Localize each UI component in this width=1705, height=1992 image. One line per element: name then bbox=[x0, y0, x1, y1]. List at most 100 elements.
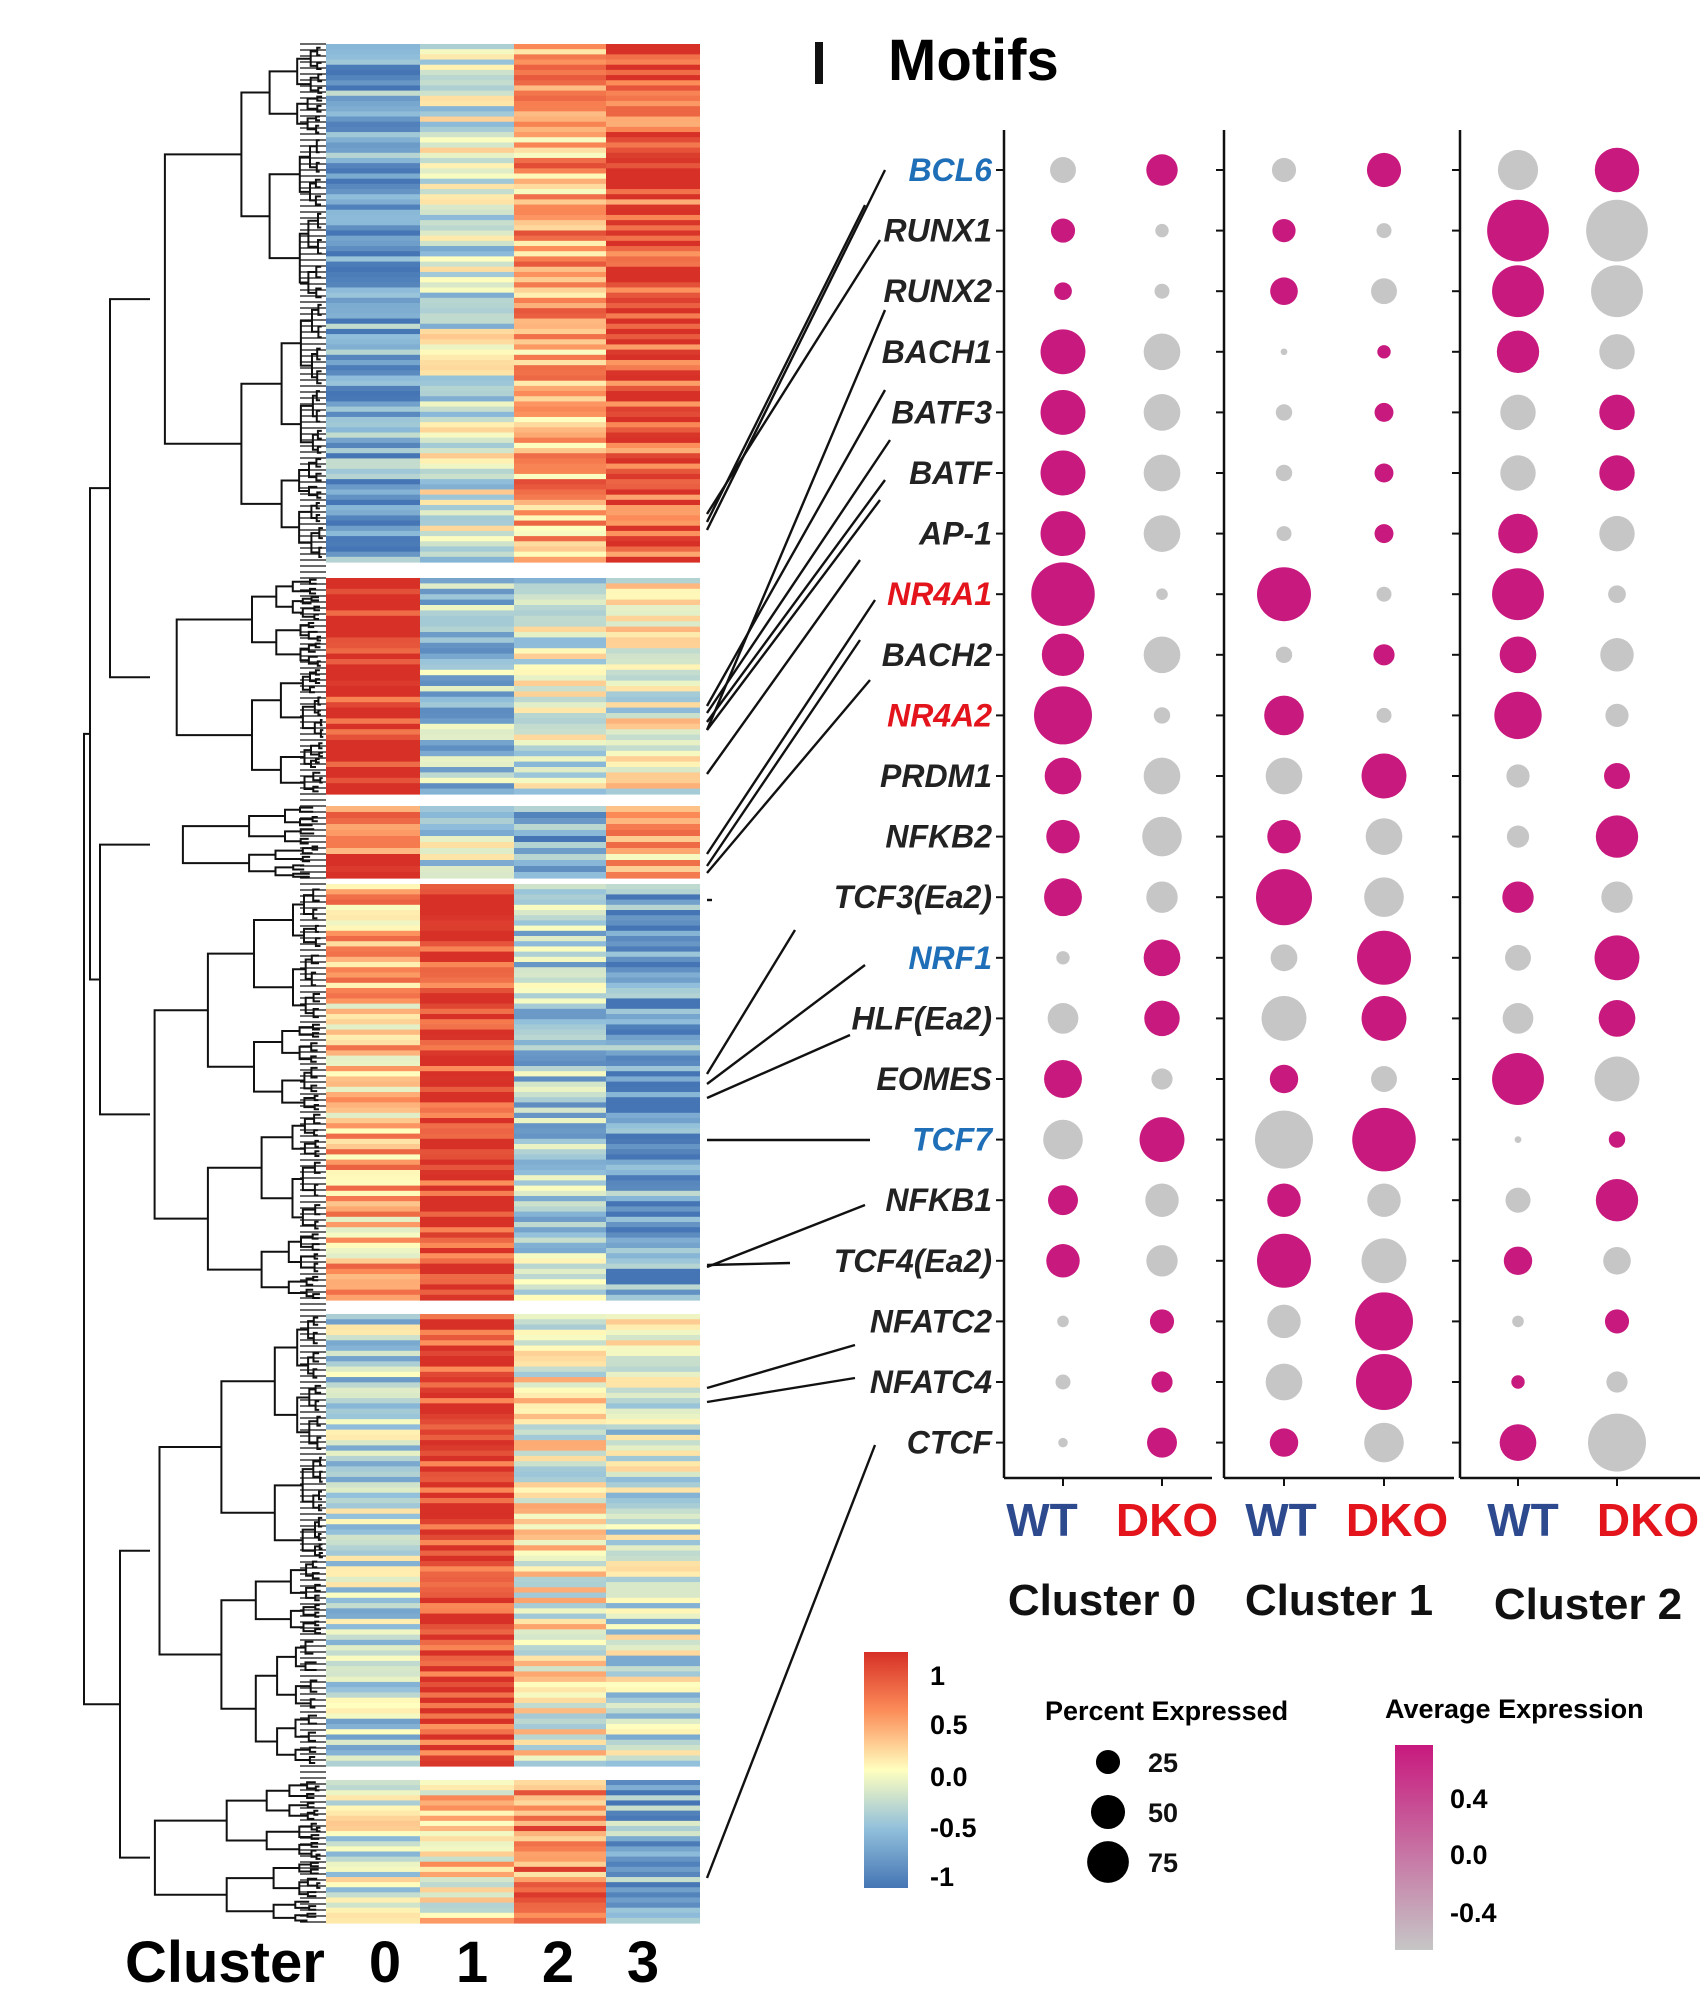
heatmap-cell bbox=[606, 718, 700, 725]
dot bbox=[1604, 763, 1630, 789]
dendrogram-branch bbox=[298, 1843, 312, 1855]
heatmap-cell bbox=[420, 536, 514, 542]
heatmap-cell bbox=[326, 1518, 420, 1525]
heatmap-cell bbox=[606, 894, 700, 901]
dendrogram-branch bbox=[240, 382, 282, 505]
heatmap-cell bbox=[326, 718, 420, 725]
heatmap-cell bbox=[514, 1482, 606, 1489]
heatmap-cell bbox=[420, 1671, 514, 1678]
heatmap-cell bbox=[420, 1482, 514, 1489]
heatmap-cell bbox=[420, 1107, 514, 1114]
heatmap-cell bbox=[606, 1518, 700, 1525]
dendrogram-branch bbox=[315, 1826, 321, 1833]
heatmap-cell bbox=[606, 442, 700, 449]
heatmap-cell bbox=[326, 1289, 420, 1296]
dendrogram-branch bbox=[317, 1533, 322, 1541]
heatmap-cell bbox=[514, 1851, 606, 1858]
heatmap-cell bbox=[420, 494, 514, 501]
heatmap-cell bbox=[606, 121, 700, 128]
heatmap-cell bbox=[606, 1128, 700, 1135]
dot bbox=[1041, 633, 1085, 676]
heatmap-cell bbox=[606, 956, 700, 963]
heatmap-cell bbox=[514, 546, 606, 553]
dendrogram-branch bbox=[251, 699, 281, 771]
heatmap-cell bbox=[420, 860, 514, 867]
heatmap-cell bbox=[326, 1760, 420, 1767]
heatmap-cell bbox=[514, 941, 606, 947]
heatmap-cell bbox=[326, 1040, 420, 1046]
heatmap-cell bbox=[514, 1866, 606, 1873]
heatmap-cell bbox=[514, 1518, 606, 1525]
heatmap-cell bbox=[420, 1629, 514, 1636]
dendrogram-branch bbox=[272, 1903, 296, 1919]
condition-label-wt: WT bbox=[1006, 1494, 1078, 1546]
heatmap-cell bbox=[514, 1734, 606, 1741]
heatmap-cell bbox=[420, 621, 514, 628]
heatmap-cell bbox=[514, 1371, 606, 1378]
heatmap-cell bbox=[606, 824, 700, 831]
heatmap-cell bbox=[514, 578, 606, 584]
heatmap-cell bbox=[514, 1387, 606, 1394]
heatmap-cell bbox=[326, 967, 420, 973]
heatmap-cell bbox=[420, 256, 514, 263]
heatmap-cell bbox=[514, 1413, 606, 1420]
heatmap-cell bbox=[420, 1810, 514, 1817]
heatmap-cell bbox=[326, 308, 420, 314]
dot bbox=[1145, 1183, 1179, 1217]
heatmap-cell bbox=[514, 473, 606, 480]
heatmap-cell bbox=[420, 1846, 514, 1853]
heatmap-cell bbox=[326, 422, 420, 428]
heatmap-cell bbox=[606, 494, 700, 501]
heatmap-cell bbox=[606, 1555, 700, 1562]
heatmap-cell bbox=[606, 1687, 700, 1694]
heatmap-cell bbox=[514, 308, 606, 314]
heatmap-cell bbox=[326, 842, 420, 849]
dendrogram-branch bbox=[119, 1549, 150, 1859]
dot bbox=[1143, 515, 1181, 552]
heatmap-cell bbox=[514, 411, 606, 418]
heatmap-cell bbox=[514, 1836, 606, 1842]
heatmap-cell bbox=[514, 194, 606, 200]
heatmap-cell bbox=[514, 972, 606, 979]
dot bbox=[1156, 588, 1168, 600]
heatmap-cell bbox=[420, 866, 514, 873]
heatmap-cell bbox=[514, 64, 606, 71]
heatmap-cell bbox=[420, 941, 514, 947]
heatmap-cell bbox=[514, 1392, 606, 1399]
heatmap-cell bbox=[606, 1671, 700, 1678]
heatmap-cell bbox=[420, 69, 514, 76]
heatmap-cell bbox=[420, 686, 514, 692]
heatmap-cell bbox=[420, 1206, 514, 1213]
heatmap-cell bbox=[606, 626, 700, 633]
heatmap-cell bbox=[326, 1434, 420, 1441]
heatmap-cell bbox=[420, 297, 514, 304]
heatmap-cell bbox=[326, 157, 420, 164]
dot bbox=[1599, 515, 1635, 552]
heatmap-cell bbox=[514, 380, 606, 387]
heatmap-cell bbox=[606, 1232, 700, 1239]
heatmap-cell bbox=[514, 303, 606, 309]
dendrogram-branch bbox=[316, 491, 322, 499]
heatmap-cell bbox=[514, 818, 606, 825]
heatmap-cell bbox=[420, 1851, 514, 1858]
motif-connector-lines bbox=[705, 169, 891, 1879]
heatmap-cell bbox=[420, 132, 514, 138]
dot bbox=[1046, 1244, 1080, 1278]
heatmap-cell bbox=[326, 432, 420, 439]
heatmap-cell bbox=[606, 696, 700, 703]
heatmap-cell bbox=[420, 1603, 514, 1609]
heatmap-cell bbox=[606, 69, 700, 76]
heatmap-cell bbox=[420, 515, 514, 522]
heatmap-cell bbox=[606, 1170, 700, 1176]
heatmap-cell bbox=[606, 1545, 700, 1552]
heatmap-cell bbox=[606, 484, 700, 491]
dendrogram-branch bbox=[318, 1543, 323, 1550]
dendrogram-branch bbox=[109, 298, 150, 679]
heatmap-cell bbox=[606, 100, 700, 107]
heatmap-cell bbox=[606, 1329, 700, 1336]
heatmap-cell bbox=[420, 49, 514, 55]
heatmap-cell bbox=[326, 1866, 420, 1873]
heatmap-cell bbox=[606, 427, 700, 434]
heatmap-cell bbox=[514, 860, 606, 867]
heatmap-cell bbox=[326, 1455, 420, 1462]
